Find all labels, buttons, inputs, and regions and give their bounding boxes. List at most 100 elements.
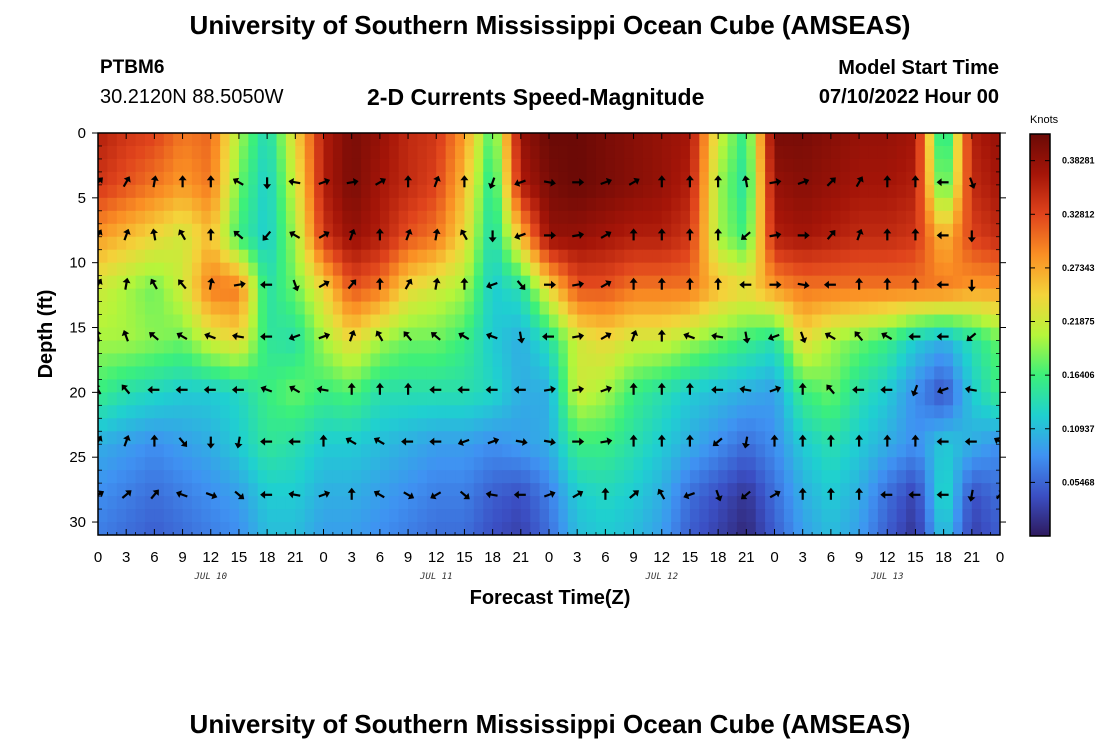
heat-cell <box>163 171 174 186</box>
heat-cell <box>539 158 550 173</box>
heat-cell <box>868 418 879 432</box>
heat-cell <box>689 184 700 199</box>
heat-cell <box>342 327 353 342</box>
heat-cell <box>530 262 541 277</box>
heat-cell <box>567 496 578 510</box>
heat-cell <box>859 522 870 535</box>
heat-cell <box>144 184 155 199</box>
heat-cell <box>727 301 738 316</box>
heat-cell <box>267 301 278 316</box>
heat-cell <box>642 392 653 406</box>
heat-cell <box>877 483 888 497</box>
heat-cell <box>229 249 240 264</box>
heat-cell <box>238 236 249 251</box>
heat-cell <box>389 379 400 393</box>
heat-cell <box>182 158 193 173</box>
heat-cell <box>135 470 146 484</box>
heat-cell <box>558 236 569 251</box>
heat-cell <box>267 314 278 329</box>
heat-cell <box>699 158 710 173</box>
heat-cell <box>915 353 926 368</box>
heat-cell <box>577 223 588 238</box>
heat-cell <box>436 158 447 173</box>
heat-cell <box>492 470 503 484</box>
heat-cell <box>229 366 240 380</box>
heat-cell <box>126 483 137 497</box>
heat-cell <box>849 288 860 303</box>
heat-cell <box>98 184 108 199</box>
heat-cell <box>304 444 315 458</box>
heat-cell <box>342 496 353 510</box>
heat-cell <box>248 327 259 342</box>
heat-cell <box>229 483 240 497</box>
heat-cell <box>379 262 390 277</box>
heat-cell <box>924 470 935 484</box>
heat-cell <box>595 171 606 186</box>
current-arrow <box>769 231 782 239</box>
heat-cell <box>455 275 466 290</box>
heat-cell <box>746 366 757 380</box>
heat-cell <box>126 262 137 277</box>
heat-cell <box>285 522 296 535</box>
current-arrow <box>936 437 949 446</box>
heat-cell <box>191 496 202 510</box>
heat-cell <box>436 288 447 303</box>
heat-cell <box>718 158 729 173</box>
current-arrow <box>204 332 216 340</box>
current-arrow <box>459 229 468 241</box>
heat-cell <box>661 418 672 432</box>
heat-cell <box>783 133 794 147</box>
heat-cell <box>361 392 372 406</box>
heat-cell <box>370 379 381 393</box>
heat-cell <box>755 158 766 173</box>
heat-cell <box>520 392 531 406</box>
heat-cell <box>257 496 268 510</box>
heat-cell <box>464 171 475 186</box>
heat-cell <box>163 223 174 238</box>
heat-cell <box>361 275 372 290</box>
heat-cell <box>981 223 992 238</box>
heat-cell <box>802 275 813 290</box>
heat-cell <box>436 249 447 264</box>
heat-cell <box>755 249 766 264</box>
heat-cell <box>943 379 954 393</box>
heat-cell <box>765 366 776 380</box>
heat-cell <box>295 223 306 238</box>
heat-cell <box>736 405 747 419</box>
heat-cell <box>379 184 390 199</box>
current-arrow <box>121 384 131 395</box>
current-arrow <box>178 279 187 290</box>
heat-cell <box>304 340 315 355</box>
heat-cell <box>98 223 108 238</box>
heat-cell <box>464 327 475 342</box>
heat-cell <box>953 483 964 497</box>
heat-cell <box>906 366 917 380</box>
heat-cell <box>868 184 879 199</box>
heat-cell <box>295 392 306 406</box>
current-arrow <box>373 490 385 499</box>
heat-cell <box>398 444 409 458</box>
heat-cell <box>351 522 362 535</box>
heat-cell <box>426 301 437 316</box>
heat-cell <box>915 392 926 406</box>
heat-cell <box>755 145 766 160</box>
heat-cell <box>248 431 259 445</box>
heat-cell <box>671 522 682 535</box>
model-start-value: 07/10/2022 Hour 00 <box>818 86 999 108</box>
current-arrow <box>769 178 782 186</box>
heat-cell <box>285 470 296 484</box>
heat-cell <box>191 249 202 264</box>
heat-cell <box>135 366 146 380</box>
heat-cell <box>173 223 184 238</box>
heat-cell <box>887 379 898 393</box>
heat-cell <box>906 457 917 471</box>
heat-cell <box>483 353 494 368</box>
heat-cell <box>821 470 832 484</box>
heat-cell <box>549 210 559 225</box>
heat-cell <box>502 262 513 277</box>
heat-cell <box>314 457 325 471</box>
heat-cell <box>417 483 428 497</box>
heat-cell <box>840 210 851 225</box>
heat-cell <box>455 431 466 445</box>
heat-cell <box>229 418 240 432</box>
